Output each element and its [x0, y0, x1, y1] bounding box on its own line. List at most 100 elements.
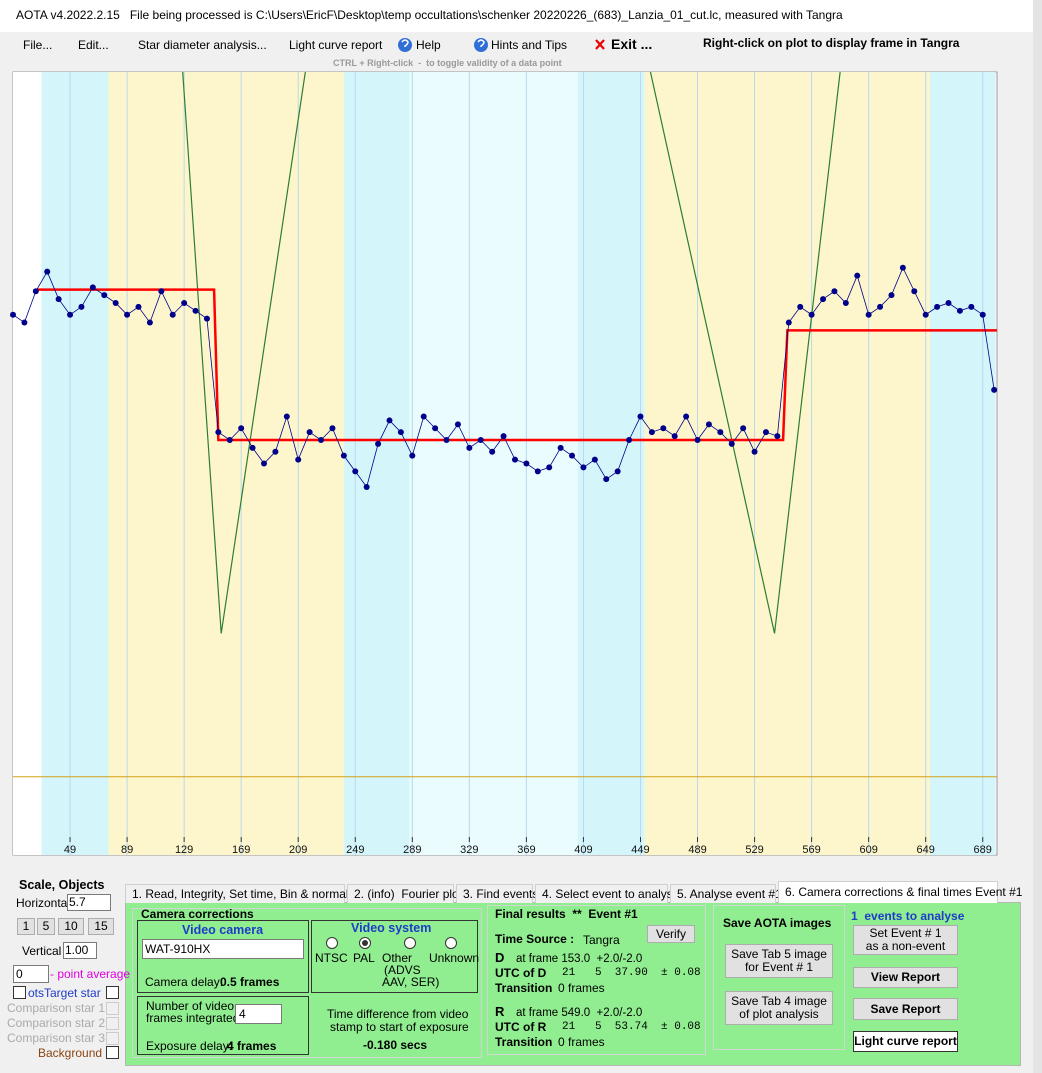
scale-button[interactable]: 15: [88, 918, 114, 935]
scale-button[interactable]: 1: [17, 918, 35, 935]
data-point: [751, 448, 758, 455]
checkbox[interactable]: [106, 986, 119, 999]
data-point: [21, 319, 28, 326]
menu-item[interactable]: Hints and Tips: [491, 38, 568, 52]
button-label: 5: [42, 919, 50, 933]
value: -0.180 secs: [363, 1038, 428, 1052]
utc-value: 21 5 53.74 ± 0.08: [562, 1021, 701, 1033]
transition-value: 0 frames: [558, 981, 605, 995]
view-report-button[interactable]: View Report: [853, 967, 958, 988]
tab[interactable]: [778, 881, 998, 903]
checkbox[interactable]: [106, 1002, 119, 1015]
input[interactable]: [67, 894, 111, 911]
checkbox[interactable]: [106, 1032, 119, 1045]
radio-label[interactable]: Other: [382, 951, 413, 965]
data-point: [842, 299, 849, 306]
radio-label: AAV, SER): [382, 975, 440, 989]
checkbox[interactable]: [106, 1017, 119, 1030]
set-event-button[interactable]: Set Event # 1 as a non-event: [853, 925, 958, 955]
verify-button[interactable]: Verify: [647, 925, 695, 943]
menu-item[interactable]: Star diameter analysis...: [138, 38, 267, 52]
button-label: View Report: [870, 970, 941, 984]
data-point: [591, 456, 598, 463]
light-curve-report-button[interactable]: Light curve report: [853, 1031, 958, 1052]
data-point: [614, 468, 621, 475]
x-tick-label: 409: [574, 844, 592, 856]
radio-label[interactable]: Unknown: [429, 951, 480, 965]
label: Number of video: [146, 999, 235, 1013]
data-point: [728, 440, 735, 447]
x-tick-label: 649: [917, 844, 935, 856]
scale-button[interactable]: 10: [58, 918, 84, 935]
label: Camera delay:: [145, 975, 224, 989]
dropdown[interactable]: [235, 1004, 282, 1024]
button-label: as a non-event: [865, 939, 946, 953]
data-point: [637, 413, 644, 420]
radio-label[interactable]: PAL: [353, 951, 375, 965]
group-title: Final results ** Event #1: [495, 907, 638, 921]
object-label: ots: [28, 986, 45, 1000]
tab[interactable]: [125, 884, 345, 903]
data-point: [375, 440, 382, 447]
menu-item[interactable]: Help: [416, 38, 441, 52]
save-button[interactable]: Save Tab 4 image of plot analysis: [725, 991, 833, 1025]
data-point: [55, 296, 62, 303]
title-bar: [0, 0, 1042, 32]
scale-button[interactable]: 5: [37, 918, 55, 935]
save-report-button[interactable]: Save Report: [853, 998, 958, 1020]
tab[interactable]: [347, 884, 454, 903]
data-point: [569, 452, 576, 459]
dropdown[interactable]: [13, 965, 49, 983]
data-point: [500, 433, 507, 440]
data-point: [146, 319, 153, 326]
label: frames integrated: [146, 1011, 240, 1025]
x-tick-label: 169: [232, 844, 250, 856]
button-label: 10: [64, 919, 78, 933]
data-point: [249, 444, 256, 451]
group-title: Save AOTA images: [723, 916, 832, 930]
menu-item[interactable]: Edit...: [78, 38, 109, 52]
tab-label: 6. Camera corrections & final times Even…: [785, 885, 1023, 899]
utc-label: UTC of D: [495, 966, 547, 980]
checkbox[interactable]: [13, 986, 26, 999]
data-point: [534, 468, 541, 475]
menu-item[interactable]: Light curve report: [289, 38, 383, 52]
tab-label: 3. Find events: [463, 887, 539, 901]
data-point: [899, 264, 906, 271]
group-box: [132, 908, 482, 1058]
data-point: [546, 464, 553, 471]
x-tick-label: 689: [974, 844, 992, 856]
x-tick-label: 529: [745, 844, 763, 856]
region-band: [577, 72, 645, 855]
data-point: [466, 444, 473, 451]
data-point: [397, 429, 404, 436]
data-point: [169, 311, 176, 318]
input[interactable]: [63, 942, 97, 959]
data-point: [272, 448, 279, 455]
x-tick-label: 249: [346, 844, 364, 856]
save-button[interactable]: Save Tab 5 image for Event # 1: [725, 944, 833, 978]
menu-item[interactable]: File...: [23, 38, 53, 52]
button-label: of plot analysis: [739, 1007, 819, 1021]
region-band: [644, 72, 930, 855]
data-point: [626, 437, 633, 444]
tab-label: 5. Analyse event #1: [677, 887, 782, 901]
x-tick-label: 369: [517, 844, 535, 856]
tab[interactable]: [670, 884, 776, 903]
button-label: Save Tab 5 image: [731, 947, 827, 961]
tab[interactable]: [456, 884, 533, 903]
checkbox[interactable]: [106, 1046, 119, 1059]
radio-label[interactable]: NTSC: [315, 951, 348, 965]
event-label: D: [495, 950, 505, 965]
menu-item[interactable]: Exit ...: [611, 36, 653, 52]
plot[interactable]: 49 89 129 169 209 249 289 329 369 409 449 489 529 569…: [0, 0, 1010, 862]
data-point: [705, 421, 712, 428]
data-point: [78, 303, 85, 310]
data-point: [808, 311, 815, 318]
dropdown[interactable]: [142, 939, 304, 959]
value: Tangra: [583, 933, 620, 947]
data-point: [158, 288, 165, 295]
data-point: [580, 464, 587, 471]
tab[interactable]: [535, 884, 668, 903]
